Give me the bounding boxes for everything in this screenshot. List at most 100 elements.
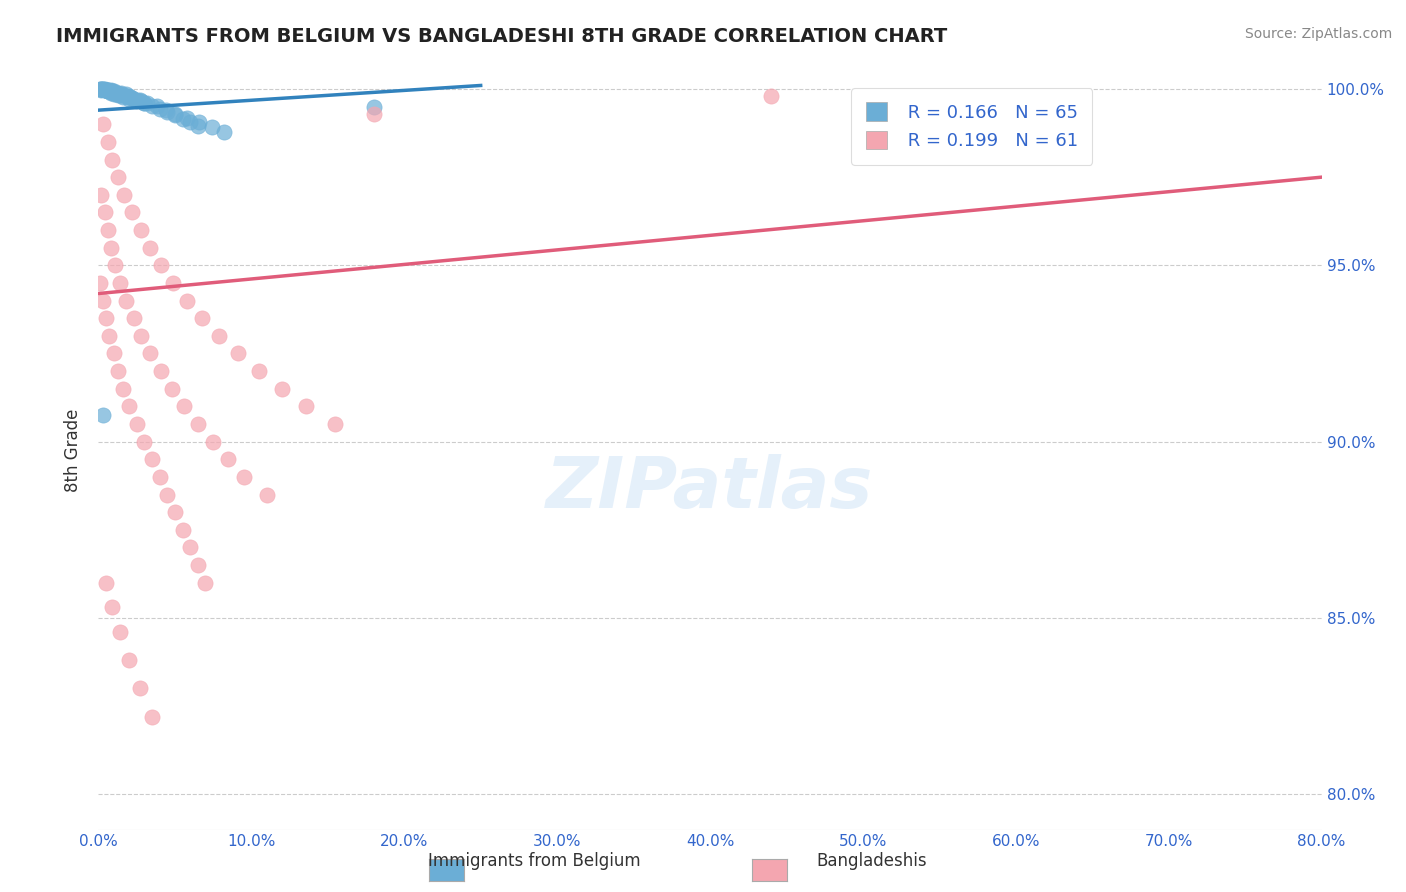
Point [156,105,179,120]
Point [90,187,112,202]
Point [111,89,134,103]
Point [128,93,150,107]
Point [100,86,122,100]
Point [103,85,125,99]
Point [141,709,163,723]
Point [270,382,292,396]
Point [160,382,183,396]
Point [118,653,141,667]
Point [121,91,143,105]
Point [202,434,225,449]
Point [91,82,114,96]
Point [103,87,125,101]
Point [93,83,115,97]
Y-axis label: 8th Grade: 8th Grade [65,409,83,492]
Text: Source: ZipAtlas.com: Source: ZipAtlas.com [1244,27,1392,41]
Text: Immigrants from Belgium: Immigrants from Belgium [427,852,641,870]
Point [200,120,222,134]
Point [139,346,162,360]
Point [108,625,131,640]
Point [89,82,111,96]
Point [129,223,152,237]
Point [163,505,186,519]
Point [187,120,209,134]
Point [115,88,138,103]
Point [172,112,194,126]
Point [162,276,184,290]
Legend:  R = 0.166   N = 65,  R = 0.199   N = 61: R = 0.166 N = 65, R = 0.199 N = 61 [851,88,1092,165]
Point [110,87,132,101]
Point [107,170,129,185]
Point [179,541,201,555]
Point [150,364,173,378]
Point [163,108,186,122]
Point [232,470,254,484]
Text: Bangladeshis: Bangladeshis [817,852,927,870]
Point [101,85,124,99]
Point [107,87,129,102]
Point [179,115,201,129]
Point [128,681,150,696]
Point [217,452,239,467]
Point [100,84,122,98]
Point [93,83,115,97]
Point [101,600,124,615]
Point [247,364,270,378]
Point [103,86,125,100]
Point [134,96,156,111]
Point [141,99,163,113]
Point [363,106,385,120]
Point [125,417,148,431]
Point [93,82,115,96]
Point [125,94,148,108]
Point [108,276,131,290]
Point [94,83,117,97]
Point [129,95,152,109]
Point [110,87,132,101]
Point [191,311,214,326]
Point [129,329,152,343]
Point [759,89,782,103]
Point [111,382,134,396]
Point [212,125,235,139]
Point [101,153,124,167]
Point [93,205,115,219]
Point [115,293,138,308]
Point [108,87,131,102]
Point [150,258,173,272]
Point [103,346,125,360]
Point [145,99,167,113]
Point [194,575,217,590]
Point [98,329,121,343]
Point [105,87,128,101]
Point [98,84,121,98]
Point [107,364,129,378]
Point [97,84,120,98]
Point [155,103,177,117]
Point [122,311,145,326]
Point [118,92,141,106]
Point [134,434,156,449]
Point [325,417,347,431]
Point [187,417,209,431]
Point [90,82,112,96]
Point [97,135,120,149]
Point [295,400,318,414]
Point [149,102,172,116]
Point [141,452,163,467]
Point [176,111,198,125]
Point [94,311,117,326]
Point [97,84,120,98]
Text: ZIPatlas: ZIPatlas [547,454,873,523]
Point [118,400,141,414]
Point [97,223,120,237]
Point [94,575,117,590]
Point [90,82,112,96]
Point [176,293,198,308]
Point [173,400,195,414]
Point [112,187,135,202]
Point [139,241,162,255]
Point [208,329,231,343]
Point [118,90,141,104]
Point [121,91,143,105]
